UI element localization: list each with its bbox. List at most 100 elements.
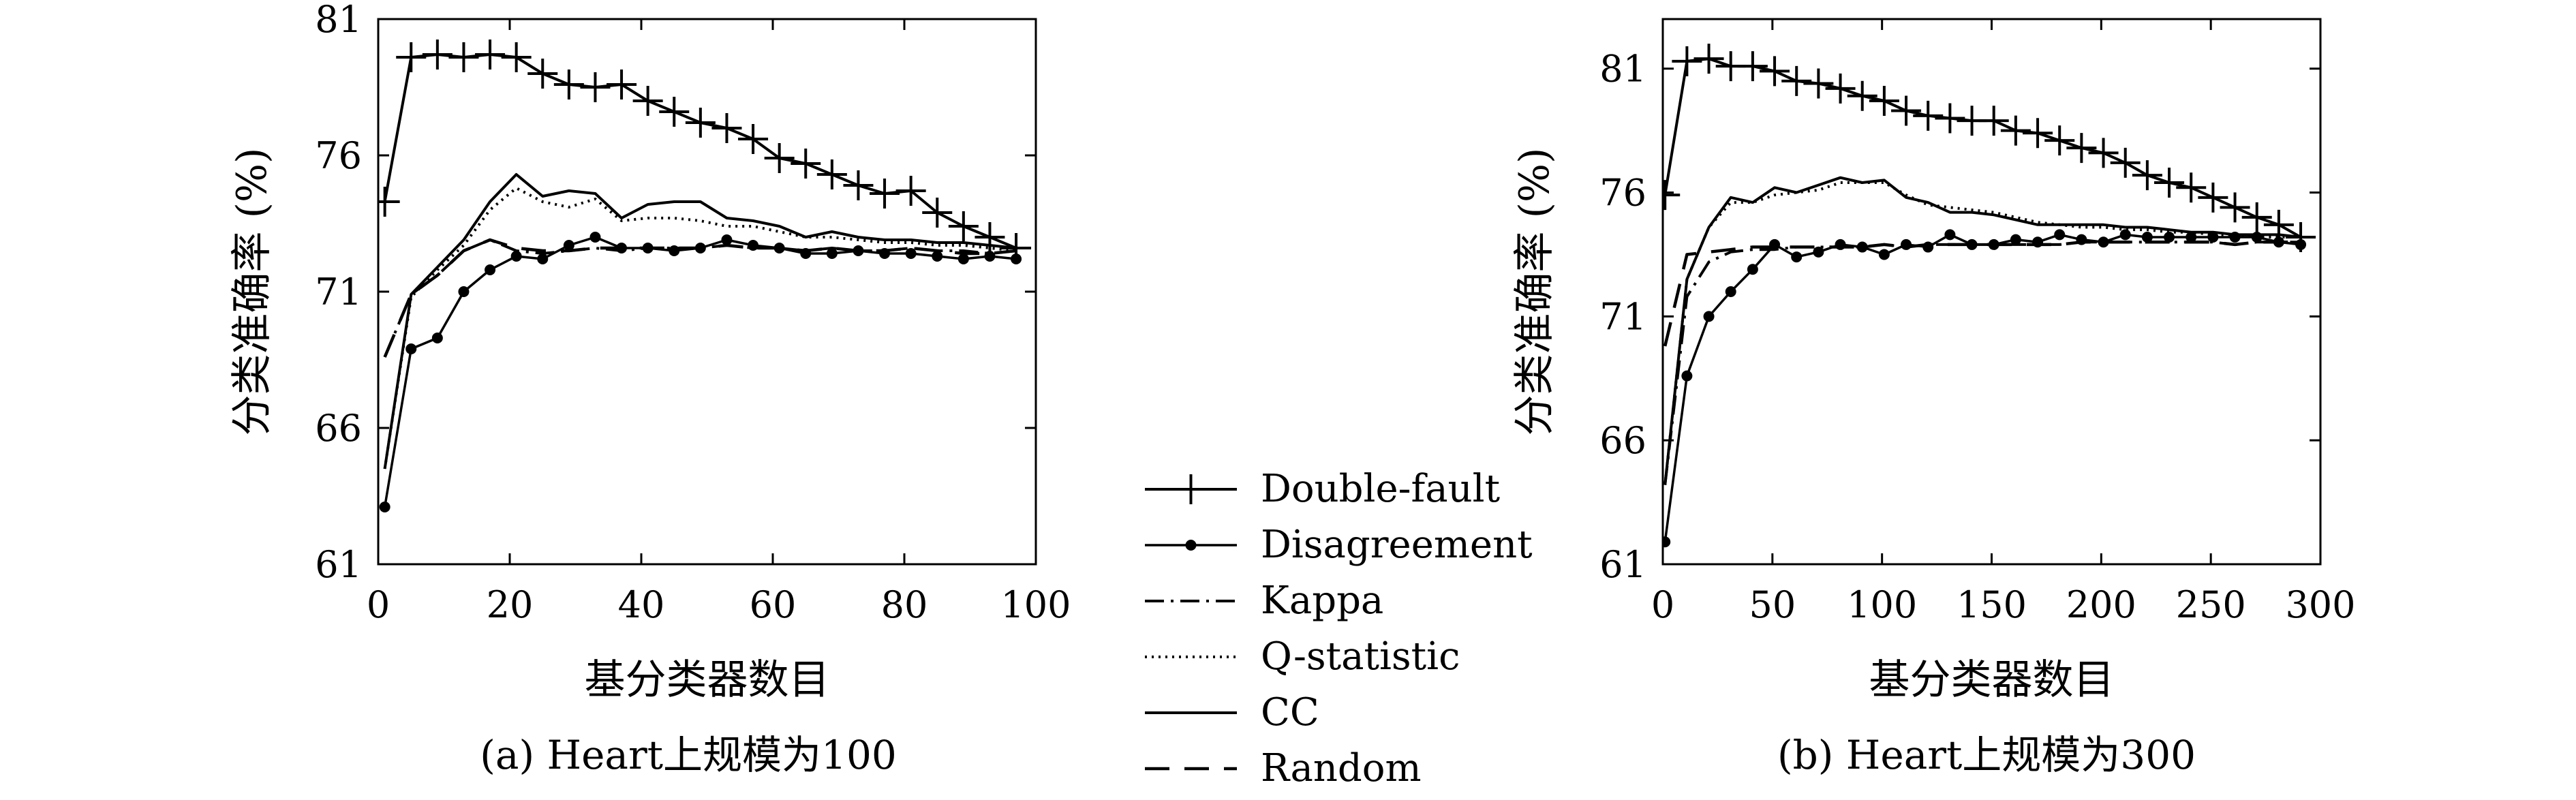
data-point-plus (607, 70, 637, 99)
data-point-plus (1663, 180, 1681, 211)
data-point-plus (1825, 73, 1856, 104)
x-tick-label: 60 (750, 583, 797, 626)
panel-caption: (a) Heart上规模为100 (480, 732, 897, 778)
series-cc (383, 173, 1017, 470)
panel-caption: (b) Heart上规模为300 (1777, 732, 2196, 778)
y-tick-label: 71 (1599, 295, 1646, 338)
data-point-plus (922, 198, 953, 228)
data-point-plus (475, 40, 506, 70)
data-point-dot (905, 248, 917, 259)
legend-label: Random (1261, 746, 1422, 790)
x-tick-label: 200 (2066, 583, 2136, 626)
data-point-plus (738, 124, 769, 154)
series-cc (1663, 176, 2301, 485)
x-tick-label: 40 (618, 583, 665, 626)
data-point-plus (2000, 115, 2031, 146)
data-point-plus (1913, 100, 1944, 131)
data-point-plus (378, 187, 400, 217)
legend-entry-q-statistic: Q-statistic (1145, 634, 1460, 679)
y-tick-label: 76 (1599, 172, 1646, 215)
data-point-dot (2186, 232, 2197, 243)
y-tick-label: 76 (315, 134, 362, 177)
y-axis-label: 分类准确率 (%) (228, 148, 276, 436)
x-axis-label: 基分类器数目 (1869, 656, 2115, 704)
data-point-plus (527, 59, 558, 89)
data-point-plus (711, 113, 742, 143)
data-point-dot (485, 264, 496, 275)
data-point-plus (764, 143, 795, 173)
data-point-plus (1737, 51, 1768, 82)
data-point-plus (632, 86, 663, 116)
x-tick-label: 100 (1000, 583, 1071, 626)
data-point-plus (1760, 56, 1790, 87)
data-point-plus (2088, 138, 2119, 168)
data-point-dot (458, 286, 470, 297)
data-point-plus (1869, 86, 1899, 116)
x-tick-label: 150 (1957, 583, 2027, 626)
x-axis-label: 基分类器数目 (585, 656, 830, 704)
series-random (1663, 241, 2301, 347)
data-point-dot (1878, 249, 1890, 260)
data-point-dot (932, 251, 943, 262)
data-point-plus (1803, 68, 1834, 99)
data-point-dot (1856, 241, 1868, 253)
data-point-plus (1693, 44, 1724, 74)
data-point-dot (1725, 286, 1736, 297)
data-point-plus (396, 42, 427, 72)
series-line-cc (383, 173, 1017, 470)
data-point-dot (1901, 239, 1912, 250)
legend-marker-dot (1185, 540, 1197, 551)
data-point-plus (448, 42, 479, 72)
data-point-plus (659, 97, 690, 127)
x-tick-label: 80 (881, 583, 928, 626)
data-point-dot (1663, 536, 1671, 548)
chart-panel-b: 0 50 100 150 200 250 300 61 66 71 76 81 基分类器数目 分类准确率 … (1511, 18, 2356, 778)
data-point-plus (422, 40, 453, 70)
data-point-dot (2010, 234, 2021, 245)
x-tick-label: 0 (1651, 583, 1674, 626)
data-point-dot (563, 240, 574, 251)
data-point-dot (1681, 370, 1693, 382)
series-line-random (1663, 241, 2301, 347)
data-point-dot (537, 253, 549, 264)
y-tick-label: 61 (315, 543, 362, 586)
legend-entry-random: Random (1145, 746, 1422, 790)
data-point-dot (510, 251, 522, 262)
data-point-plus (2066, 133, 2097, 164)
x-tick-label: 0 (367, 583, 390, 626)
data-point-dot (957, 253, 969, 264)
x-tick-label: 20 (487, 583, 534, 626)
data-point-dot (826, 248, 838, 259)
y-tick-label: 81 (315, 0, 362, 41)
data-point-plus (2241, 202, 2272, 232)
data-point-plus (2132, 160, 2162, 191)
data-point-dot (2098, 236, 2109, 248)
data-point-plus (685, 108, 716, 138)
legend-label: CC (1261, 690, 1319, 735)
x-tick-label: 300 (2285, 583, 2355, 626)
data-point-plus (975, 222, 1005, 252)
legend-label: Disagreement (1261, 523, 1533, 567)
x-tick-label: 250 (2176, 583, 2246, 626)
legend-entry-disagreement: Disagreement (1145, 523, 1533, 567)
y-tick-label: 81 (1599, 48, 1646, 91)
y-axis-label: 分类准确率 (%) (1511, 148, 1559, 436)
legend-marker-plus (1176, 474, 1206, 504)
data-point-plus (948, 211, 979, 241)
data-point-dot (1791, 251, 1803, 263)
data-point-plus (2198, 182, 2228, 213)
data-point-plus (1847, 80, 1877, 111)
series-line-random (383, 238, 1017, 358)
data-point-dot (721, 234, 733, 245)
data-point-plus (2154, 168, 2185, 198)
data-point-dot (589, 232, 601, 243)
data-point-plus (553, 70, 584, 99)
data-point-dot (405, 343, 417, 354)
data-point-dot (2119, 229, 2131, 241)
data-point-plus (1935, 103, 1965, 134)
data-point-dot (1944, 229, 1956, 241)
legend-label: Q-statistic (1261, 634, 1460, 679)
data-point-plus (791, 149, 821, 179)
series-double-fault (378, 40, 1032, 263)
data-point-dot (1703, 311, 1715, 322)
